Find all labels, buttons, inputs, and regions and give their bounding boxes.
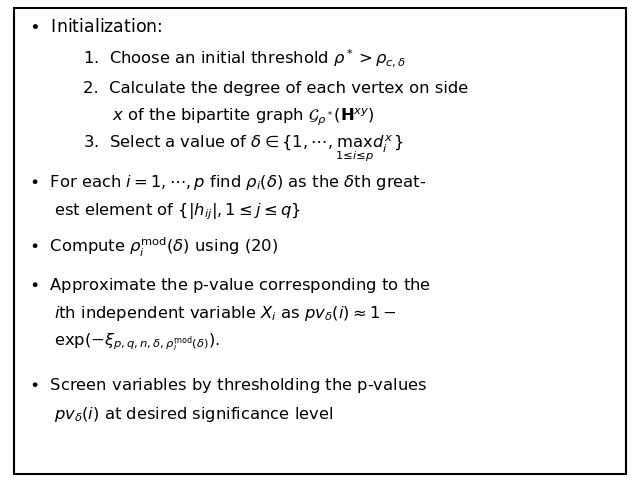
Text: 1.  Choose an initial threshold $\rho^* > \rho_{c,\delta}$: 1. Choose an initial threshold $\rho^* >… bbox=[83, 46, 406, 69]
Text: $x$ of the bipartite graph $\mathcal{G}_{\rho^*}(\mathbf{H}^{xy})$: $x$ of the bipartite graph $\mathcal{G}_… bbox=[112, 106, 375, 128]
Text: 3.  Select a value of $\delta \in \{1, \cdots, \max_{1 \leq i \leq p} d_i^x\}$: 3. Select a value of $\delta \in \{1, \c… bbox=[83, 133, 404, 163]
Text: est element of $\{|h_{ij}|, 1 \leq j \leq q\}$: est element of $\{|h_{ij}|, 1 \leq j \le… bbox=[54, 201, 301, 222]
Text: $\bullet$  Approximate the p-value corresponding to the: $\bullet$ Approximate the p-value corres… bbox=[29, 276, 431, 295]
Text: 2.  Calculate the degree of each vertex on side: 2. Calculate the degree of each vertex o… bbox=[83, 81, 468, 96]
Text: $pv_{\delta}(i)$ at desired significance level: $pv_{\delta}(i)$ at desired significance… bbox=[54, 406, 334, 424]
Text: $\bullet$  Compute $\rho_i^{\mathrm{mod}}(\delta)$ using (20): $\bullet$ Compute $\rho_i^{\mathrm{mod}}… bbox=[29, 235, 278, 259]
Text: $\exp(-\xi_{p,q,n,\delta,\rho_i^{\mathrm{mod}}(\delta)}).$: $\exp(-\xi_{p,q,n,\delta,\rho_i^{\mathrm… bbox=[54, 331, 220, 353]
Text: $\bullet$  For each $i = 1, \cdots, p$ find $\rho_i(\delta)$ as the $\delta$th g: $\bullet$ For each $i = 1, \cdots, p$ fi… bbox=[29, 174, 426, 192]
Text: $i$th independent variable $X_i$ as $pv_{\delta}(i) \approx 1-$: $i$th independent variable $X_i$ as $pv_… bbox=[54, 305, 397, 323]
Text: $\bullet$  Initialization:: $\bullet$ Initialization: bbox=[29, 18, 163, 36]
Text: $\bullet$  Screen variables by thresholding the p-values: $\bullet$ Screen variables by thresholdi… bbox=[29, 376, 428, 395]
FancyBboxPatch shape bbox=[14, 8, 626, 474]
